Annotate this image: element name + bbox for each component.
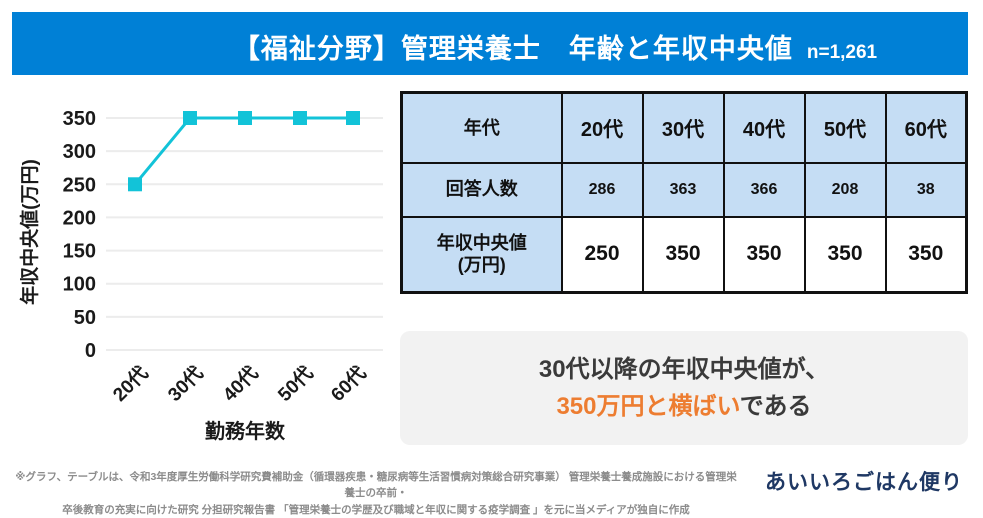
conclusion-line1: 30代以降の年収中央値が、 [538, 355, 830, 383]
age-income-table: 年代 20代 30代 40代 50代 60代 回答人数 286 363 366 208 38 年収中央値… [400, 91, 968, 294]
y-tick-label: 200 [63, 207, 96, 229]
table-column-header: 50代 [803, 91, 887, 164]
table-row-label: 回答人数 [400, 161, 563, 218]
y-tick-label: 100 [63, 274, 96, 296]
chart-svg: 0 50 100 150 200 250 300 350 年収中央値(万円) 20代 30代 40代 5… [18, 108, 383, 443]
source-note-line1: ※グラフ、テーブルは、令和3年度厚生労働科学研究費補助金（循環器疾患・糖尿病等生… [15, 471, 737, 500]
data-point-marker [346, 111, 360, 125]
conclusion-box: 30代以降の年収中央値が、 350万円と横ばいである [400, 331, 968, 445]
table-row-label: 年収中央値 (万円) [400, 215, 563, 294]
data-point-marker [238, 111, 252, 125]
x-tick-label: 20代 [109, 362, 153, 406]
table-cell: 38 [884, 161, 968, 218]
table-column-header: 20代 [560, 91, 644, 164]
source-note-line2: 卒後教育の充実に向けた研究 分担研究報告書 「管理栄養士の学歴及び職域と年収に関… [62, 503, 690, 516]
y-axis-title: 年収中央値(万円) [18, 159, 41, 305]
conclusion-line2: 350万円と横ばいである [556, 388, 811, 425]
y-tick-label: 350 [63, 108, 96, 130]
age-income-table-wrap: 年代 20代 30代 40代 50代 60代 回答人数 286 363 366 208 38 年収中央値… [400, 91, 968, 294]
income-line-chart: 0 50 100 150 200 250 300 350 年収中央値(万円) 20代 30代 40代 5… [0, 86, 400, 458]
source-footnote: ※グラフ、テーブルは、令和3年度厚生労働科学研究費補助金（循環器疾患・糖尿病等生… [12, 469, 740, 518]
table-column-header: 60代 [884, 91, 968, 164]
x-tick-label: 60代 [327, 362, 371, 406]
table-corner-cell: 年代 [400, 91, 563, 164]
table-cell: 208 [803, 161, 887, 218]
y-tick-label: 300 [63, 141, 96, 163]
x-axis-title: 勤務年数 [205, 419, 286, 443]
table-row: 回答人数 286 363 366 208 38 [400, 161, 968, 218]
table-column-header: 40代 [722, 91, 806, 164]
table-column-header: 30代 [641, 91, 725, 164]
table-cell: 350 [884, 215, 968, 294]
sample-size-label: n=1,261 [806, 42, 878, 63]
site-logo: あいいろごはん便り [765, 471, 963, 494]
x-tick-label: 40代 [219, 362, 263, 406]
conclusion-suffix: である [739, 393, 812, 420]
conclusion-highlight: 350万円と横ばい [556, 393, 740, 420]
data-point-marker [293, 111, 307, 125]
data-point-marker [183, 111, 197, 125]
table-cell: 363 [641, 161, 725, 218]
data-point-marker [128, 177, 142, 192]
y-tick-label: 250 [63, 174, 96, 196]
table-row: 年収中央値 (万円) 250 350 350 350 350 [400, 215, 968, 294]
y-tick-label: 0 [85, 340, 96, 362]
table-cell: 350 [722, 215, 806, 294]
title-bar: 【福祉分野】管理栄養士 年齢と年収中央値 n=1,261 [12, 12, 968, 75]
table-cell: 286 [560, 161, 644, 218]
page-title: 【福祉分野】管理栄養士 年齢と年収中央値 [232, 34, 793, 64]
x-tick-label: 50代 [274, 362, 318, 406]
table-cell: 250 [560, 215, 644, 294]
table-header-row: 年代 20代 30代 40代 50代 60代 [400, 91, 968, 164]
table-cell: 350 [803, 215, 887, 294]
x-tick-label: 30代 [164, 362, 208, 406]
table-cell: 366 [722, 161, 806, 218]
y-tick-label: 50 [74, 307, 96, 329]
y-tick-label: 150 [63, 241, 96, 263]
table-cell: 350 [641, 215, 725, 294]
